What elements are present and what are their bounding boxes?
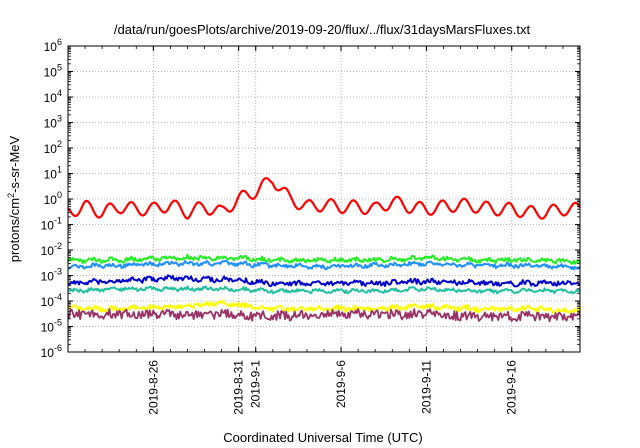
series-line-1 [67, 253, 581, 265]
y-tick-label: 103 [44, 114, 62, 131]
grid [68, 46, 580, 352]
x-tick-label: 2019-9-16 [505, 360, 519, 415]
series-line-0 [67, 177, 581, 220]
y-tick-label: 10-5 [41, 318, 62, 335]
y-tick-label: 10-6 [41, 343, 62, 360]
x-tick-label: 2019-8-26 [146, 360, 160, 415]
chart-title: /data/run/goesPlots/archive/2019-09-20/f… [114, 22, 531, 37]
series-line-2 [67, 259, 581, 271]
y-axis-label: protons/cm2-s-sr-MeV [6, 135, 22, 262]
x-axis: 2019-8-26 2019-8-31 2019-9-1 2019-9-6 2019-9… [67, 46, 581, 415]
y-tick-label: 10-3 [41, 267, 62, 284]
y-tick-label: 10-4 [41, 292, 62, 309]
y-tick-label: 10-2 [41, 241, 62, 258]
x-axis-label: Coordinated Universal Time (UTC) [223, 430, 422, 445]
series-line-3 [67, 274, 581, 288]
y-tick-label: 102 [44, 139, 62, 156]
x-tick-label: 2019-8-31 [232, 360, 246, 415]
y-axis: 10-6 10-5 10-4 10-3 10-2 10-1 100 101 102 103 104 1… [41, 37, 580, 360]
y-tick-label: 104 [44, 88, 62, 105]
x-tick-label: 2019-9-6 [334, 360, 348, 408]
y-tick-label: 10-1 [41, 216, 62, 233]
x-tick-label: 2019-9-11 [419, 360, 433, 414]
y-tick-label: 101 [44, 165, 62, 182]
series-layer [67, 177, 581, 323]
y-tick-label: 106 [44, 37, 62, 54]
series-line-4 [67, 285, 581, 295]
series-line-5 [67, 299, 581, 314]
x-tick-label: 2019-9-1 [249, 360, 263, 408]
y-tick-label: 100 [44, 190, 62, 207]
series-line-6 [67, 308, 581, 323]
y-tick-label: 105 [44, 63, 62, 80]
